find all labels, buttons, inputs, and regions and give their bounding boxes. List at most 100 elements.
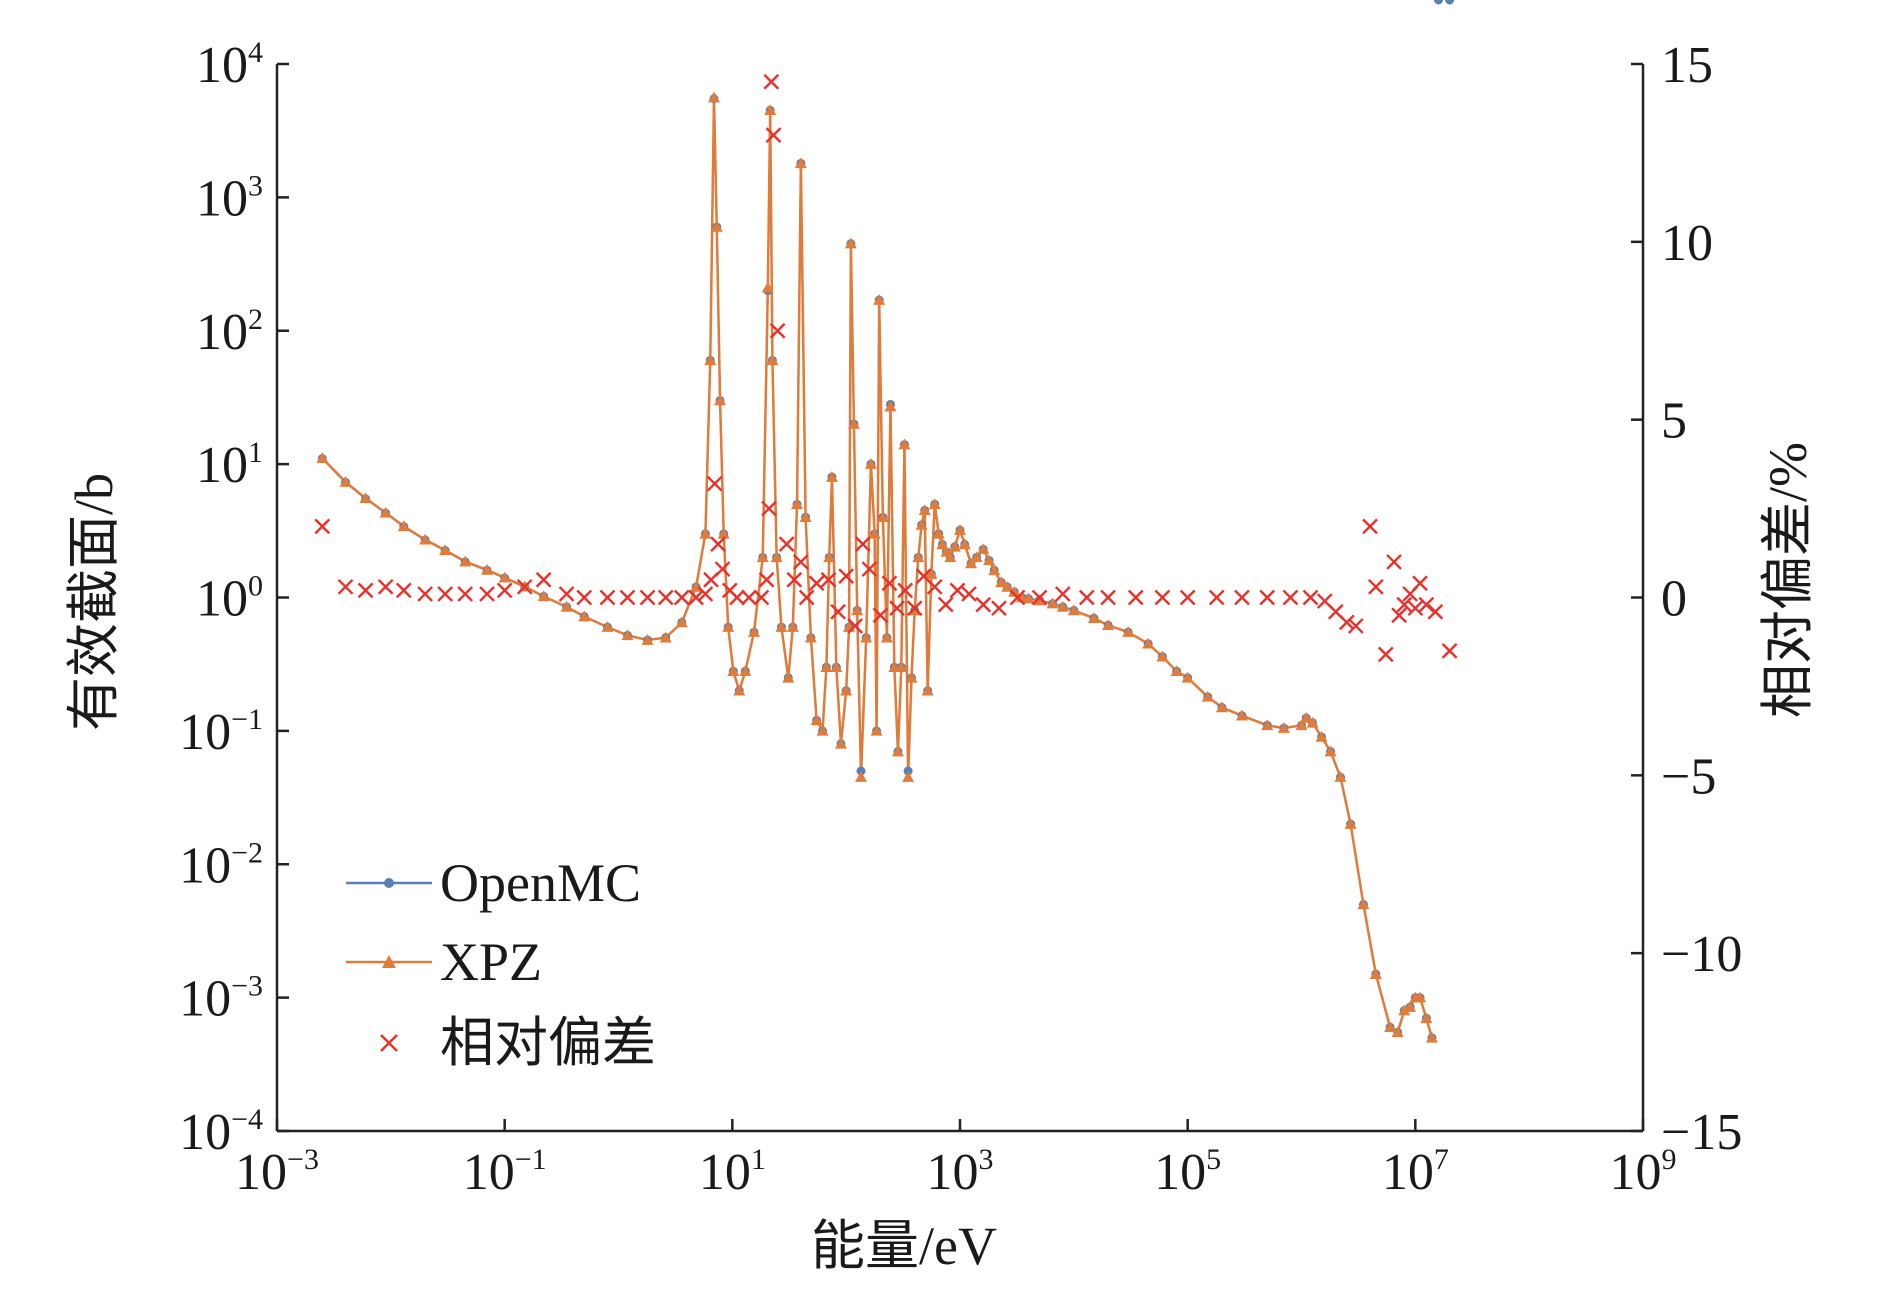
deviation-point [516, 578, 533, 595]
xpz-point [954, 524, 966, 535]
deviation-cross-stroke [1412, 575, 1428, 592]
xpz-point [339, 475, 352, 487]
deviation-point [1208, 589, 1225, 606]
xpz-point [1357, 898, 1370, 910]
deviation-point [1282, 589, 1299, 606]
deviation-cross-stroke [1391, 607, 1407, 624]
y-tick-label: 103 [196, 169, 263, 227]
deviation-point [673, 589, 690, 606]
deviation-point [937, 596, 954, 613]
xpz-point [1046, 597, 1059, 609]
deviation-cross-stroke [1377, 646, 1394, 663]
y-tick-label: 10−4 [179, 1103, 263, 1161]
xpz-point [481, 563, 494, 575]
y2-tick-label: 0 [1661, 571, 1687, 628]
xpz-point [1156, 650, 1169, 662]
deviation-point [496, 582, 513, 599]
xpz-point [851, 604, 864, 616]
y-tick-label: 102 [196, 303, 263, 361]
deviation-point [1386, 554, 1402, 570]
x-tick-label: 103 [927, 1143, 994, 1201]
xpz-point [717, 527, 730, 539]
xpz-point [1215, 701, 1228, 713]
deviation-point [897, 582, 914, 599]
deviation-point [479, 586, 495, 602]
x-tick-label: 107 [1382, 1143, 1449, 1201]
deviation-point [599, 589, 616, 606]
deviation-point [1179, 589, 1196, 606]
xpz-point [1369, 968, 1382, 979]
deviation-cross-stroke [808, 575, 825, 592]
legend-openmc-marker [384, 878, 394, 888]
xpz-point [794, 157, 807, 169]
deviation-cross-stroke [949, 582, 966, 599]
deviation-cross-stroke [673, 589, 690, 606]
deviation-point [758, 571, 775, 588]
deviation-cross-stroke [881, 575, 898, 592]
deviation-point [1362, 518, 1378, 535]
deviation-cross-stroke [457, 586, 474, 602]
xpz-point [1334, 771, 1347, 782]
y-tick-label: 100 [196, 570, 263, 628]
deviation-point [830, 603, 846, 620]
deviation-point [1234, 589, 1250, 606]
deviation-cross-stroke [1282, 589, 1299, 606]
deviation-cross-stroke [820, 571, 837, 588]
deviation-cross-stroke [657, 589, 674, 606]
deviation-cross-stroke [761, 500, 777, 517]
xpz-point [810, 714, 823, 726]
xpz-point [873, 294, 886, 305]
xpz-point [1142, 637, 1155, 649]
deviation-point [1127, 589, 1144, 606]
deviation-cross-stroke [763, 73, 780, 90]
deviation-point [778, 536, 795, 552]
deviation-cross-stroke [710, 536, 726, 552]
xpz-point [977, 543, 990, 555]
deviation-point [1154, 589, 1171, 606]
deviation-point [854, 536, 871, 552]
deviation-point [1302, 589, 1319, 606]
openmc-point [856, 766, 866, 776]
xpz-point [704, 354, 717, 366]
deviation-point [314, 518, 331, 535]
xpz-point [928, 498, 941, 510]
deviation-cross-stroke [778, 536, 795, 552]
xpz-point [936, 538, 949, 550]
xpz-point [710, 220, 723, 232]
deviation-point [576, 589, 593, 606]
xpz-point [860, 631, 873, 643]
deviation-cross-stroke [847, 618, 864, 634]
xpz-point [1306, 716, 1319, 728]
deviation-point [765, 127, 782, 143]
xpz-point [830, 661, 843, 673]
deviation-cross-stroke [1427, 603, 1444, 620]
deviation-cross-stroke [861, 561, 878, 577]
deviation-cross-stroke [395, 582, 412, 599]
xpz-point [1277, 722, 1290, 733]
deviation-point [793, 554, 809, 570]
xpz-point [1033, 594, 1046, 606]
xpz-point [1404, 1001, 1417, 1012]
y-axis-title: 有效截面/b [64, 473, 124, 731]
legend-deviation-label: 相对偏差 [440, 1013, 656, 1073]
xpz-point [727, 665, 740, 677]
xpz-point [747, 626, 760, 637]
xpz-point [884, 400, 897, 412]
deviation-cross-stroke [1407, 600, 1424, 617]
deviation-cross-stroke [479, 586, 495, 602]
xpz-point [898, 438, 911, 450]
xpz-point [918, 504, 931, 516]
xpz-point [988, 564, 1001, 576]
legend-xpz-marker [382, 955, 396, 968]
deviation-cross-stroke [1368, 578, 1384, 595]
xpz-point [739, 665, 752, 677]
xpz-point [560, 600, 573, 612]
xpz-point [761, 281, 774, 293]
deviation-cross-stroke [753, 589, 770, 606]
deviation-cross-stroke [535, 571, 552, 588]
deviation-cross-stroke [1302, 589, 1319, 606]
deviation-point [710, 536, 726, 552]
xpz-point [578, 610, 591, 622]
deviation-cross-stroke [758, 571, 775, 588]
deviation-point [872, 607, 889, 624]
